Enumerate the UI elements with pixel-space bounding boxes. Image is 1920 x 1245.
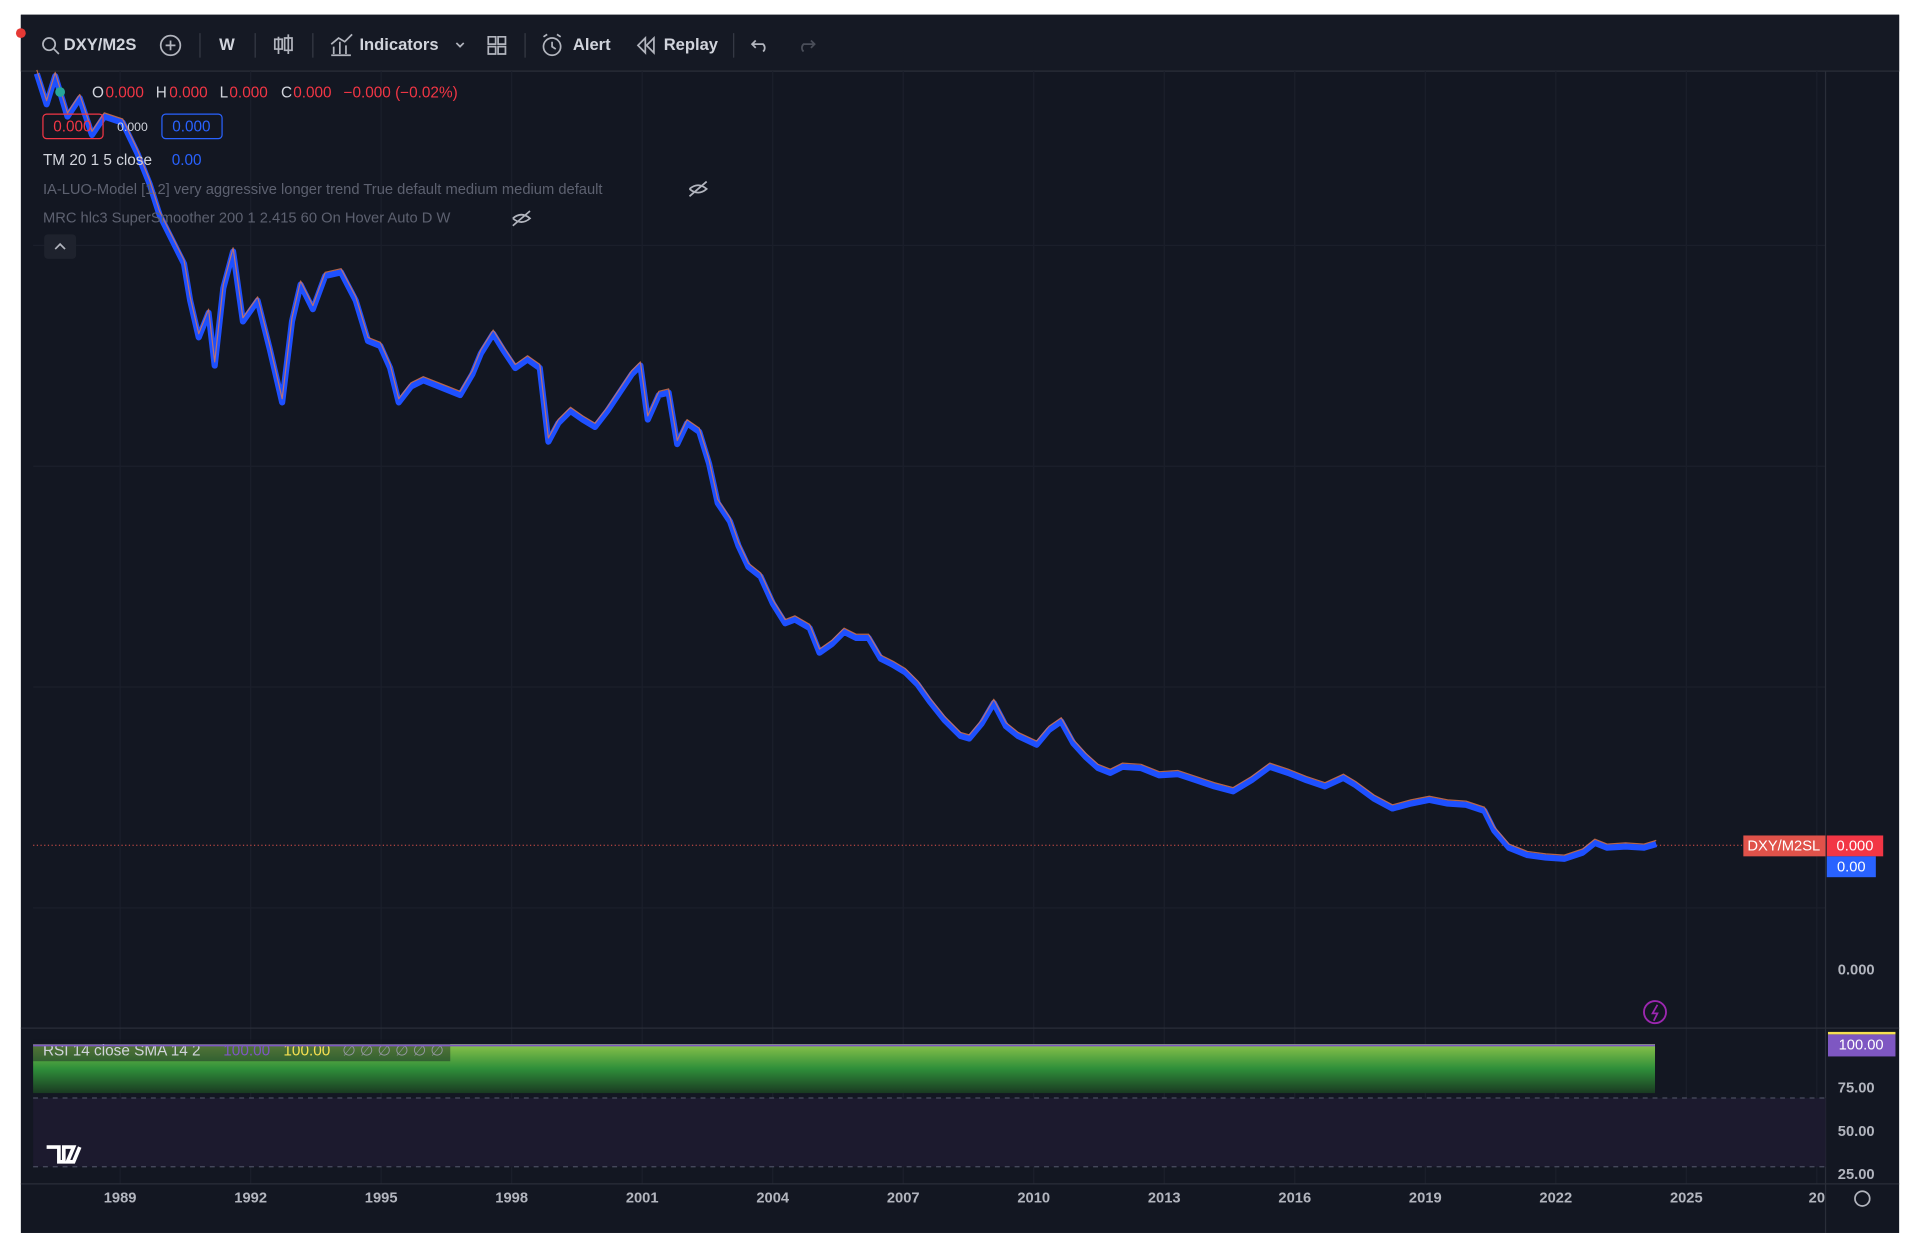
- last-price-tag: [1826, 835, 1884, 857]
- undo[interactable]: [750, 39, 766, 53]
- toolbar: [20, 14, 1900, 72]
- price-tick: 0.000: [1838, 962, 1875, 978]
- chart-type[interactable]: [273, 34, 293, 54]
- x-tick-label: 2013: [1148, 1191, 1181, 1207]
- sell-box[interactable]: [42, 113, 104, 140]
- change: −0.000 (−0.02%): [344, 84, 458, 101]
- indicator-name: IA-LUO-Model [1.2] very aggressive longe…: [43, 182, 603, 198]
- y-tick-label: 50.00: [1838, 1124, 1875, 1140]
- indicator-name: MRC hlc3 SuperSmoother 200 1 2.415 60 On…: [43, 210, 451, 226]
- x-tick-label: 2022: [1539, 1191, 1572, 1207]
- x-tick-label: 1995: [365, 1191, 398, 1207]
- settings-icon[interactable]: [1854, 1190, 1871, 1207]
- rsi-na: ∅ ∅ ∅ ∅ ∅ ∅: [342, 1042, 443, 1059]
- price-line: [33, 72, 1658, 862]
- status-dot: [55, 87, 66, 97]
- x-tick-label: 2019: [1409, 1191, 1442, 1207]
- y-tick-label: 75.00: [1838, 1081, 1875, 1097]
- rsi-legend-value: 100.00: [283, 1042, 330, 1059]
- hidden-icon[interactable]: [512, 210, 532, 227]
- redo[interactable]: [801, 39, 816, 53]
- x-tick-label: 1989: [104, 1191, 137, 1207]
- symbol-tag-label: DXY/M2SL: [1747, 838, 1820, 854]
- spread: 0.000: [117, 120, 148, 134]
- o-label: O: [92, 84, 104, 101]
- app-window: [20, 14, 1900, 1233]
- rsi-value-tag-top: [1827, 1031, 1896, 1035]
- replay-icon[interactable]: [636, 35, 655, 55]
- x-tick-label: 2025: [1670, 1191, 1703, 1207]
- x-tick-label: 2004: [756, 1191, 790, 1207]
- indicator-tag: [1826, 856, 1876, 878]
- rsi-legend-value: 100.00: [223, 1042, 270, 1059]
- rsi-fill: [33, 1044, 1656, 1094]
- indicator-value: 0.00: [172, 152, 202, 169]
- price-line-overlay: [36, 69, 1657, 856]
- grid: [33, 71, 1826, 1184]
- ask[interactable]: 0.000: [172, 119, 210, 136]
- y-tick-label: 25.00: [1838, 1167, 1875, 1183]
- h-value: 0.000: [169, 84, 207, 101]
- indicators-button[interactable]: Indicators: [359, 35, 438, 54]
- layouts[interactable]: [487, 35, 507, 55]
- lightning-icon[interactable]: [1643, 1000, 1667, 1025]
- search-icon[interactable]: [42, 37, 57, 52]
- rsi-value-label: 100.00: [1839, 1037, 1884, 1053]
- collapse-button[interactable]: [44, 234, 77, 259]
- rsi-legend: RSI 14 close SMA 14 2: [43, 1042, 201, 1059]
- indicator-name: TM 20 1 5 close: [43, 152, 152, 169]
- hidden-icon[interactable]: [688, 180, 708, 197]
- alert-button[interactable]: Alert: [573, 35, 611, 54]
- x-tick-label: 2010: [1017, 1191, 1050, 1207]
- x-tick-label: 1998: [495, 1191, 528, 1207]
- symbol[interactable]: DXY/M2S: [64, 35, 137, 54]
- indicators-menu[interactable]: [455, 42, 465, 48]
- rsi-band: [33, 1098, 1826, 1167]
- legend: O 0.000 H 0.000 L 0.000 C 0.000 −0.000 (…: [42, 84, 708, 259]
- c-value: 0.000: [293, 84, 331, 101]
- bid[interactable]: 0.000: [53, 119, 91, 136]
- x-tick-label: 20: [1809, 1191, 1825, 1207]
- h-label: H: [156, 84, 167, 101]
- tv-logo: [46, 1145, 82, 1164]
- l-label: L: [220, 84, 229, 101]
- replay-button[interactable]: Replay: [664, 35, 719, 54]
- indicators-icon[interactable]: [330, 33, 353, 57]
- c-label: C: [281, 84, 292, 101]
- rsi-value-tag: [1827, 1034, 1896, 1057]
- last-price: 0.000: [1837, 838, 1874, 854]
- alert-icon[interactable]: [542, 37, 562, 57]
- o-value: 0.000: [106, 84, 144, 101]
- x-tick-label: 2001: [626, 1191, 659, 1207]
- add-symbol[interactable]: [159, 34, 182, 57]
- x-tick-label: 2016: [1278, 1191, 1311, 1207]
- l-value: 0.000: [229, 84, 267, 101]
- x-tick-label: 2007: [887, 1191, 920, 1207]
- x-tick-label: 1992: [234, 1191, 267, 1207]
- window-dot: [15, 28, 26, 39]
- symbol-tag: [1743, 835, 1826, 857]
- toolbar-items: DXY/M2S W Indicators Alert Replay: [42, 33, 816, 58]
- buy-box[interactable]: [161, 113, 223, 140]
- interval[interactable]: W: [219, 35, 235, 54]
- indicator-value-tag: 0.00: [1837, 859, 1866, 875]
